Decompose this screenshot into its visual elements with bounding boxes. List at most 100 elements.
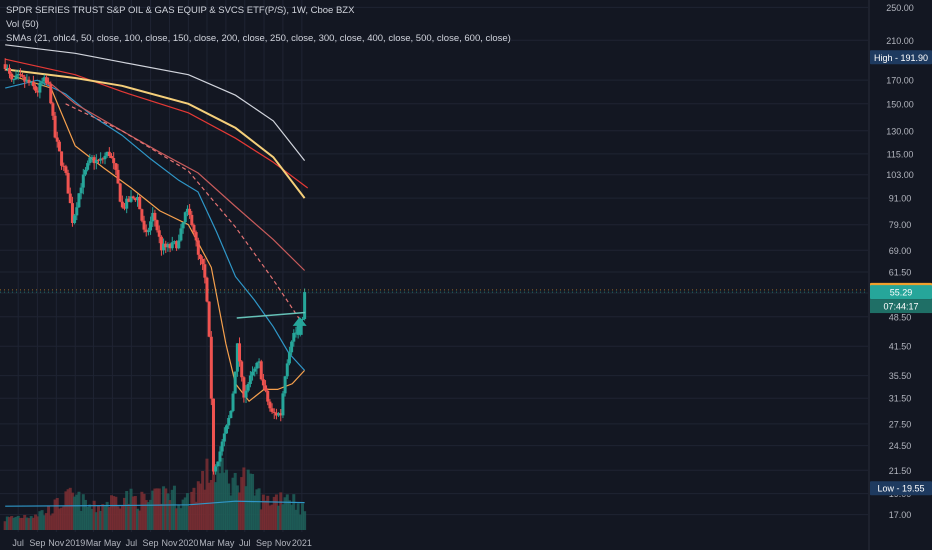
- volume-bar: [211, 466, 215, 530]
- volume-bar: [8, 517, 12, 530]
- time-tick-label: Sep: [29, 538, 45, 548]
- volume-bar: [240, 477, 244, 530]
- candle-up: [253, 368, 257, 372]
- volume-bar: [66, 489, 70, 530]
- price-tick-label: 250.00: [886, 3, 914, 13]
- grid: [0, 0, 868, 532]
- volume-bar: [68, 487, 72, 530]
- volume-bar: [140, 491, 144, 530]
- time-tick-label: May: [217, 538, 235, 548]
- price-axis[interactable]: 250.00 210.00 170.00 150.00 130.00 115.00 103.…: [868, 0, 914, 550]
- candle-up: [248, 375, 252, 384]
- candle-down: [131, 196, 135, 199]
- candle-up: [257, 361, 261, 363]
- volume-bar: [244, 486, 248, 530]
- candle-down: [268, 401, 272, 409]
- candle-up: [40, 81, 44, 83]
- candle-down: [261, 379, 265, 386]
- candle-down: [44, 77, 48, 84]
- high-badge-text: High - 191.90: [874, 53, 928, 63]
- candle-down: [274, 412, 278, 416]
- candle-up: [290, 341, 294, 353]
- volume-bar: [27, 518, 31, 530]
- volume-bar: [75, 494, 79, 530]
- candle-up: [25, 79, 29, 82]
- volume-bar: [127, 503, 131, 530]
- volume-bar: [64, 491, 68, 530]
- candle-up: [287, 352, 291, 364]
- volume-bar: [298, 514, 302, 530]
- price-tick-label: 130.00: [886, 126, 914, 136]
- volume-bar: [222, 472, 226, 530]
- sma-line: [5, 58, 309, 189]
- high-badge: High - 191.90: [870, 50, 932, 65]
- candle-up: [103, 155, 107, 160]
- candle-up: [231, 393, 235, 411]
- candle-up: [281, 393, 285, 416]
- candle-up: [94, 159, 98, 164]
- candle-down: [49, 84, 53, 104]
- volume-bar: [77, 491, 81, 530]
- candle-down: [201, 258, 205, 265]
- volume-bar: [181, 499, 185, 530]
- volume-bar: [92, 500, 96, 530]
- volume-bar: [86, 506, 90, 530]
- volume-bar: [214, 482, 218, 530]
- last-price-badge-text: 55.29: [890, 288, 913, 298]
- volume-bar: [227, 483, 231, 530]
- volume-bar: [129, 488, 133, 530]
- sma-line: [65, 103, 306, 328]
- sma-line: [8, 74, 306, 403]
- volume-bar: [277, 505, 281, 530]
- time-tick-label: May: [104, 538, 122, 548]
- candle-down: [112, 158, 116, 164]
- price-tick-label: 31.50: [889, 394, 912, 404]
- volume-bar: [155, 488, 159, 530]
- price-tick-label: 115.00: [887, 149, 914, 159]
- volume-bar: [194, 501, 198, 530]
- candle-down: [164, 243, 168, 248]
- volume-bar: [131, 496, 135, 530]
- countdown-bg: [870, 299, 932, 314]
- volume-bar: [94, 512, 98, 530]
- candle-down: [196, 240, 200, 255]
- volume-bar: [242, 467, 246, 530]
- time-tick-label: Sep: [143, 538, 159, 548]
- candle-down: [70, 203, 74, 223]
- volume-bar: [70, 492, 74, 530]
- low-badge: Low - 19.55: [870, 481, 932, 496]
- candle-down: [10, 73, 14, 80]
- candle-up: [283, 376, 287, 394]
- price-tick-label: 41.50: [889, 342, 912, 352]
- candle-down: [8, 67, 12, 74]
- candle-down: [3, 64, 7, 69]
- candle-up: [229, 410, 233, 418]
- volume-bar: [57, 508, 61, 530]
- candle-down: [66, 172, 70, 194]
- time-axis[interactable]: Jul Sep Nov 2019 Mar May Jul Sep Nov 2020 Mar May Ju…: [12, 538, 311, 548]
- candle-up: [42, 77, 46, 82]
- volume-bar: [5, 516, 9, 530]
- price-tick-label: 79.00: [889, 220, 912, 230]
- candle-down: [240, 361, 244, 378]
- candle-down: [159, 236, 163, 251]
- candle-down: [157, 230, 161, 237]
- candle-up: [75, 207, 79, 216]
- time-tick-label: 2020: [178, 538, 198, 548]
- candle-up: [125, 198, 129, 209]
- volume-bar: [281, 504, 285, 530]
- volume-bar: [3, 521, 7, 530]
- volume-bar: [62, 506, 66, 530]
- volume-bar: [23, 514, 27, 530]
- volume-bar: [83, 499, 87, 530]
- volume-bar: [170, 489, 174, 530]
- volume-bar: [209, 479, 213, 530]
- volume-bar: [168, 500, 172, 530]
- candle-down: [264, 385, 268, 391]
- candle-up: [149, 221, 153, 231]
- candle-down: [34, 86, 38, 91]
- time-tick-label: Jul: [12, 538, 24, 548]
- candle-down: [270, 408, 274, 412]
- candle-down: [57, 141, 61, 152]
